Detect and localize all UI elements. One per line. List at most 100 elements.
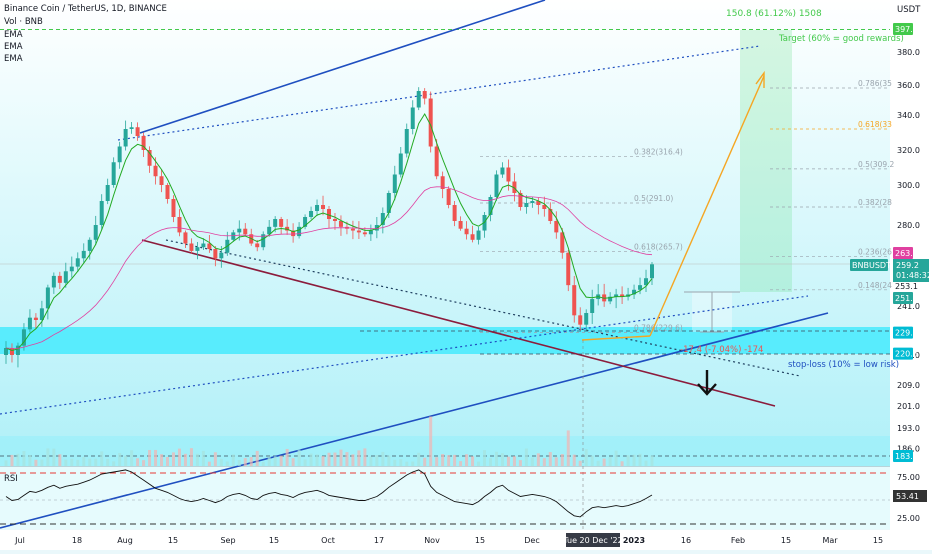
candle-body xyxy=(279,219,284,227)
volume-bar xyxy=(351,454,355,466)
volume-bar xyxy=(381,451,385,466)
price-tag-text: 253.1 xyxy=(895,282,918,291)
price-tick: 209.0 xyxy=(897,381,920,390)
candle-body xyxy=(464,228,469,235)
volume-bar xyxy=(321,456,325,466)
candle-body xyxy=(321,205,326,209)
volume-bar xyxy=(423,457,427,466)
volume-bar xyxy=(483,450,487,466)
volume-bar xyxy=(70,458,74,466)
candle-body xyxy=(75,258,80,267)
volume-bar xyxy=(94,458,98,466)
candle-body xyxy=(63,271,68,283)
candle-body xyxy=(416,91,421,108)
volume-bar xyxy=(273,456,277,466)
ema-slow-line xyxy=(5,186,653,349)
candle-body xyxy=(231,232,236,240)
candle-body xyxy=(237,228,242,233)
price-tags: 397.6 263.9 BNBUSDT 253.1 251.6 229.6 220.6 183… xyxy=(850,23,932,462)
candle-body xyxy=(494,174,499,197)
volume-bar xyxy=(518,460,522,466)
price-tick: 320.0 xyxy=(897,146,920,155)
candle-body xyxy=(81,250,86,259)
projection-line-1 xyxy=(581,335,651,341)
crosshair-date-tag xyxy=(566,533,620,547)
volume-bar xyxy=(225,461,229,466)
volume-bar xyxy=(16,453,20,466)
candle-body xyxy=(159,176,164,185)
indicator-ema-1: EMA xyxy=(4,30,23,40)
candles xyxy=(4,87,654,368)
candle-body xyxy=(356,230,361,233)
indicator-ema-3: EMA xyxy=(4,54,23,64)
volume-bar xyxy=(10,454,14,466)
volume-bar xyxy=(596,460,600,466)
volume-bar xyxy=(393,459,397,466)
candle-body xyxy=(9,348,14,355)
volume-bar xyxy=(58,454,62,466)
volume-bar xyxy=(231,454,235,466)
rsi-pane-background xyxy=(0,467,890,529)
volume-bar xyxy=(249,457,253,466)
candle-body xyxy=(410,107,415,129)
volume-bar xyxy=(357,450,361,466)
volume-bars xyxy=(4,416,654,466)
volume-bar xyxy=(183,453,187,466)
candle-body xyxy=(542,205,547,209)
countdown-text: 01:48:32 xyxy=(896,271,932,280)
fib-label: 0.786(35 xyxy=(858,79,892,88)
candle-body xyxy=(309,211,314,217)
volume-bar xyxy=(243,458,247,466)
volume-bar xyxy=(333,452,337,466)
time-tick: Aug xyxy=(117,536,133,545)
volume-bar xyxy=(118,452,122,466)
candle-body xyxy=(15,345,20,355)
volume-bar xyxy=(429,416,433,466)
volume-bar xyxy=(554,457,558,466)
candle-body xyxy=(632,289,637,295)
candle-body xyxy=(57,275,62,283)
volume-bar xyxy=(148,449,152,466)
volume-bar xyxy=(279,455,283,466)
volume-bar xyxy=(441,454,445,466)
vol-label: Vol · BNB xyxy=(4,17,43,27)
candle-body xyxy=(554,221,559,233)
volume-bar xyxy=(106,458,110,466)
fib-label: 0.148(24 xyxy=(858,281,892,290)
candle-body xyxy=(446,189,451,205)
volume-bar xyxy=(219,458,223,466)
volume-bar xyxy=(489,458,492,466)
candle-body xyxy=(548,209,553,221)
last-price-text: 259.2 xyxy=(896,261,919,270)
rsi-tick: 75.00 xyxy=(897,473,920,482)
candle-body xyxy=(135,127,140,136)
volume-bar xyxy=(88,458,92,466)
candle-body xyxy=(33,317,38,320)
price-pane-background xyxy=(0,0,890,466)
price-tag-text: BNBUSDT xyxy=(852,261,891,270)
upper-channel-line xyxy=(139,0,546,134)
candle-body xyxy=(428,98,433,147)
candle-body xyxy=(422,91,427,99)
candle-body xyxy=(87,239,92,251)
time-tick: Sep xyxy=(220,536,235,545)
volume-bar xyxy=(315,454,319,466)
time-tick: Oct xyxy=(321,536,335,545)
candle-body xyxy=(434,146,439,177)
volume-bar xyxy=(387,455,391,466)
candle-body xyxy=(129,127,134,129)
volume-bar xyxy=(112,461,116,466)
volume-bar xyxy=(160,454,164,466)
candle-body xyxy=(398,153,403,175)
candle-body xyxy=(99,201,104,225)
volume-bar xyxy=(411,461,415,466)
candle-body xyxy=(476,230,481,240)
volume-bar xyxy=(40,459,44,466)
candle-body xyxy=(219,252,224,259)
volume-bar xyxy=(237,459,241,466)
price-tick: 360.0 xyxy=(897,81,920,90)
candle-body xyxy=(620,294,625,297)
price-tag-support xyxy=(893,326,913,339)
volume-bar xyxy=(566,430,570,466)
